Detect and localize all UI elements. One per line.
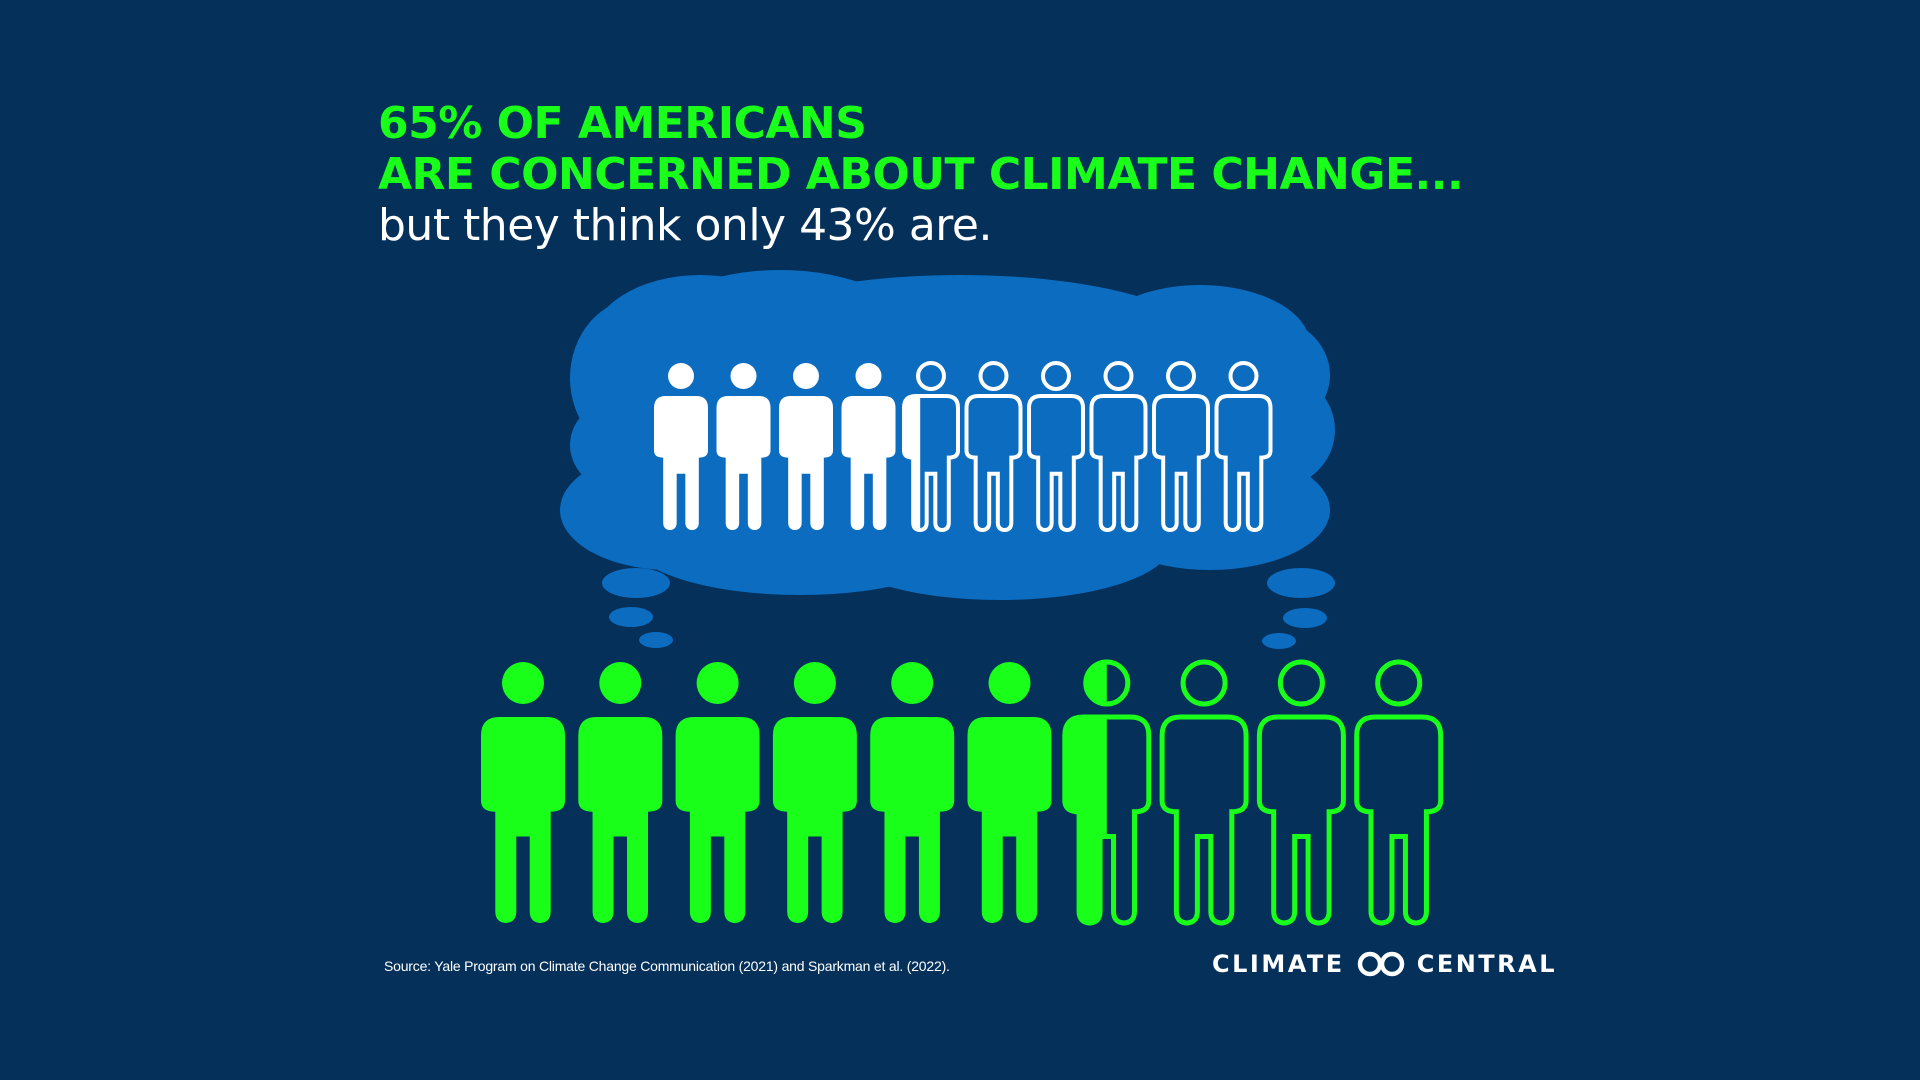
headline-line-3: but they think only 43% are.: [378, 200, 993, 251]
person-icon: [1027, 361, 1085, 532]
person-icon: [716, 363, 771, 530]
person-icon: [779, 363, 833, 530]
actual-people-row: [481, 659, 1444, 926]
brand-right: CENTRAL: [1416, 950, 1558, 978]
person-icon: [654, 363, 708, 530]
person-icon: [841, 363, 896, 530]
person-icon: [870, 662, 955, 923]
person-icon: [1354, 659, 1444, 926]
brand-left: CLIMATE: [1212, 950, 1345, 978]
headline-line-2: ARE CONCERNED ABOUT CLIMATE CHANGE...: [378, 149, 1464, 200]
person-icon: [1256, 659, 1346, 926]
headline-line-1: 65% OF AMERICANS: [378, 98, 867, 149]
person-icon: [902, 361, 960, 532]
person-icon: [964, 361, 1023, 532]
person-icon: [772, 662, 857, 923]
person-icon: [967, 662, 1052, 923]
person-icon: [578, 662, 663, 923]
person-icon: [1159, 659, 1249, 926]
brand-logo: CLIMATE CENTRAL: [1212, 950, 1557, 978]
person-icon: [1062, 659, 1152, 926]
person-icon: [1089, 361, 1148, 532]
linked-rings-icon: [1357, 951, 1404, 977]
source-note: Source: Yale Program on Climate Change C…: [384, 958, 950, 974]
thought-people-row: [654, 361, 1273, 532]
headline: 65% OF AMERICANS ARE CONCERNED ABOUT CLI…: [378, 98, 1464, 251]
person-icon: [481, 662, 565, 923]
person-icon: [675, 662, 760, 923]
person-icon: [1152, 361, 1210, 532]
person-icon: [1214, 361, 1273, 532]
